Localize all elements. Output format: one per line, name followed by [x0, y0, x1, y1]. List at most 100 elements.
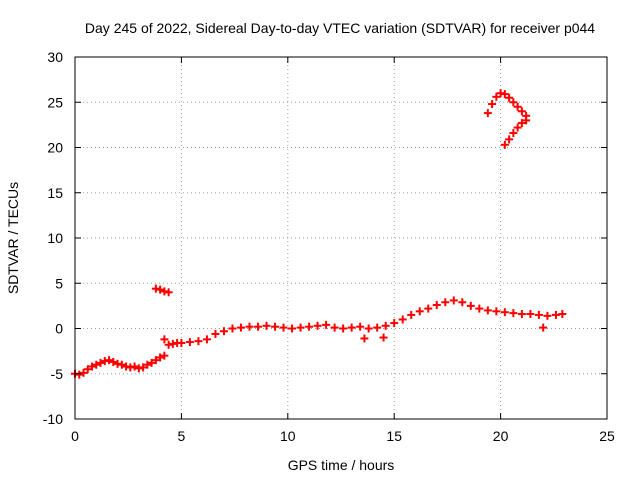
- data-point: [105, 356, 114, 365]
- grid: [75, 57, 607, 419]
- data-point: [517, 310, 526, 319]
- data-point: [164, 288, 173, 297]
- data-point: [211, 329, 220, 338]
- x-tick-label: 0: [71, 428, 79, 444]
- data-point: [407, 310, 416, 319]
- data-points: [71, 89, 567, 379]
- data-point: [88, 362, 97, 371]
- x-tick-label: 20: [493, 428, 509, 444]
- data-point: [151, 356, 160, 365]
- data-point: [458, 298, 467, 307]
- data-point: [288, 324, 297, 333]
- data-point: [505, 135, 514, 144]
- data-point: [156, 353, 165, 362]
- data-point: [339, 324, 348, 333]
- data-point: [262, 321, 271, 330]
- data-point: [488, 100, 497, 109]
- data-point: [360, 334, 369, 343]
- x-tick-label: 5: [178, 428, 186, 444]
- data-point: [202, 335, 211, 344]
- data-point: [522, 116, 531, 125]
- data-point: [254, 322, 263, 331]
- data-point: [505, 93, 514, 102]
- y-axis-label: SDTVAR / TECUs: [5, 182, 21, 294]
- x-tick-label: 10: [280, 428, 296, 444]
- data-point: [194, 337, 203, 346]
- data-point: [156, 285, 165, 294]
- data-point: [509, 129, 518, 138]
- axis-ticks: 0 5 10 15 20 25 -10 -5 0 5 10 15 20 25 30: [43, 49, 615, 444]
- data-point: [432, 300, 441, 309]
- data-point: [539, 323, 548, 332]
- data-point: [322, 320, 331, 329]
- data-point: [143, 360, 152, 369]
- data-point: [160, 351, 169, 360]
- data-point: [271, 322, 280, 331]
- data-point: [219, 327, 228, 336]
- data-point: [534, 310, 543, 319]
- data-point: [236, 323, 245, 332]
- data-point: [185, 338, 194, 347]
- data-point: [424, 304, 433, 313]
- y-tick-label: -5: [51, 366, 64, 382]
- y-tick-label: 10: [47, 230, 63, 246]
- data-point: [492, 307, 501, 316]
- data-point: [130, 362, 139, 371]
- data-point: [356, 322, 365, 331]
- data-point: [379, 333, 388, 342]
- data-point: [139, 363, 148, 372]
- data-point: [147, 358, 156, 367]
- data-point: [83, 365, 92, 374]
- chart-title: Day 245 of 2022, Sidereal Day-to-day VTE…: [85, 20, 595, 36]
- y-tick-label: 5: [55, 275, 63, 291]
- y-tick-label: 0: [55, 321, 63, 337]
- data-point: [509, 98, 518, 107]
- y-tick-label: -10: [43, 411, 63, 427]
- data-point: [517, 107, 526, 116]
- data-point: [509, 309, 518, 318]
- data-point: [466, 301, 475, 310]
- data-point: [543, 311, 552, 320]
- data-point: [347, 323, 356, 332]
- data-point: [475, 304, 484, 313]
- data-point: [296, 323, 305, 332]
- data-point: [177, 338, 186, 347]
- data-point: [398, 315, 407, 324]
- x-tick-label: 25: [599, 428, 615, 444]
- data-point: [517, 119, 526, 128]
- y-tick-label: 30: [47, 49, 63, 65]
- data-point: [449, 296, 458, 305]
- y-tick-label: 15: [47, 185, 63, 201]
- data-point: [79, 368, 88, 377]
- data-point: [513, 123, 522, 132]
- data-point: [526, 310, 535, 319]
- data-point: [305, 322, 314, 331]
- data-point: [117, 360, 126, 369]
- data-point: [415, 307, 424, 316]
- x-tick-label: 15: [386, 428, 402, 444]
- data-point: [330, 323, 339, 332]
- data-point: [228, 324, 237, 333]
- data-point: [558, 310, 567, 319]
- data-point: [390, 319, 399, 328]
- data-point: [313, 321, 322, 330]
- data-point: [500, 90, 509, 99]
- data-point: [441, 298, 450, 307]
- data-point: [513, 102, 522, 111]
- data-point: [500, 308, 509, 317]
- y-tick-label: 20: [47, 140, 63, 156]
- data-point: [75, 370, 84, 379]
- data-point: [160, 335, 169, 344]
- data-point: [364, 324, 373, 333]
- data-point: [500, 140, 509, 149]
- x-axis-label: GPS time / hours: [288, 457, 395, 473]
- data-point: [109, 357, 118, 366]
- data-point: [96, 358, 105, 367]
- data-point: [92, 360, 101, 369]
- data-point: [381, 321, 390, 330]
- data-point: [373, 323, 382, 332]
- y-tick-label: 25: [47, 94, 63, 110]
- data-point: [492, 92, 501, 101]
- data-point: [483, 306, 492, 315]
